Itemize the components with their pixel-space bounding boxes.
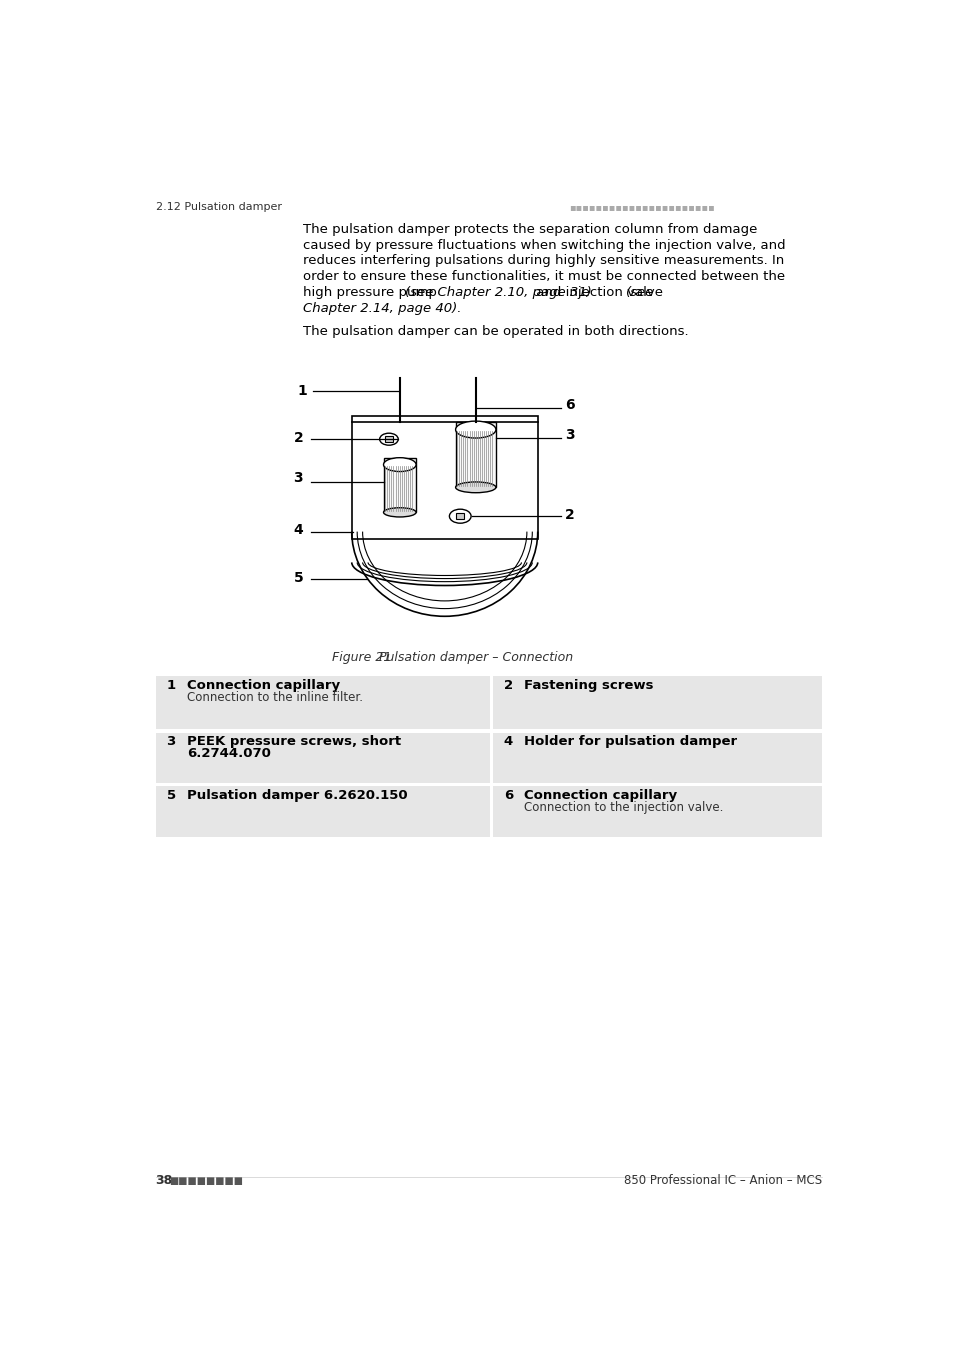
Text: 4: 4 — [294, 522, 303, 537]
Text: Connection to the injection valve.: Connection to the injection valve. — [523, 801, 722, 814]
Bar — [155, 787, 489, 837]
Bar — [456, 421, 496, 487]
Text: 38: 38 — [155, 1173, 172, 1187]
Bar — [493, 676, 821, 729]
Text: high pressure pump: high pressure pump — [303, 286, 440, 298]
Text: caused by pressure fluctuations when switching the injection valve, and: caused by pressure fluctuations when swi… — [303, 239, 784, 251]
Text: PEEK pressure screws, short: PEEK pressure screws, short — [187, 734, 400, 748]
Text: 2: 2 — [503, 679, 513, 691]
Text: 2: 2 — [564, 508, 574, 521]
Text: Connection capillary: Connection capillary — [523, 788, 677, 802]
Bar — [385, 436, 393, 443]
Text: 1: 1 — [167, 679, 175, 691]
Text: 3: 3 — [294, 471, 303, 485]
Text: order to ensure these functionalities, it must be connected between the: order to ensure these functionalities, i… — [303, 270, 784, 284]
Text: Pulsation damper 6.2620.150: Pulsation damper 6.2620.150 — [187, 788, 407, 802]
Text: The pulsation damper protects the separation column from damage: The pulsation damper protects the separa… — [303, 223, 757, 236]
Ellipse shape — [449, 509, 471, 524]
Text: Pulsation damper – Connection: Pulsation damper – Connection — [363, 651, 573, 664]
Text: ■■■■■■■■: ■■■■■■■■ — [170, 1176, 243, 1185]
Text: Figure 21: Figure 21 — [332, 651, 392, 664]
Text: 850 Professional IC – Anion – MCS: 850 Professional IC – Anion – MCS — [623, 1173, 821, 1187]
Text: Holder for pulsation damper: Holder for pulsation damper — [523, 734, 736, 748]
Ellipse shape — [383, 458, 416, 471]
Bar — [456, 513, 464, 520]
Ellipse shape — [379, 433, 397, 446]
Text: 5: 5 — [167, 788, 175, 802]
Bar — [352, 416, 537, 539]
Ellipse shape — [456, 421, 496, 437]
Ellipse shape — [456, 482, 496, 493]
Bar — [383, 459, 416, 513]
Text: (see: (see — [625, 286, 654, 298]
Text: reduces interfering pulsations during highly sensitive measurements. In: reduces interfering pulsations during hi… — [303, 254, 783, 267]
Text: ▪▪▪▪▪▪▪▪▪▪▪▪▪▪▪▪▪▪▪▪▪▪: ▪▪▪▪▪▪▪▪▪▪▪▪▪▪▪▪▪▪▪▪▪▪ — [568, 201, 714, 212]
Text: and injection valve: and injection valve — [531, 286, 666, 298]
Text: The pulsation damper can be operated in both directions.: The pulsation damper can be operated in … — [303, 325, 688, 339]
Text: 3: 3 — [564, 428, 574, 443]
Text: 2: 2 — [294, 431, 303, 444]
Text: 5: 5 — [294, 571, 303, 585]
Text: Fastening screws: Fastening screws — [523, 679, 653, 691]
Ellipse shape — [383, 508, 416, 517]
Text: 2.12 Pulsation damper: 2.12 Pulsation damper — [155, 201, 281, 212]
Text: Connection to the inline filter.: Connection to the inline filter. — [187, 691, 362, 703]
Text: Chapter 2.14, page 40).: Chapter 2.14, page 40). — [303, 302, 461, 315]
Text: 1: 1 — [297, 383, 307, 398]
Text: 6: 6 — [503, 788, 513, 802]
Text: Connection capillary: Connection capillary — [187, 679, 339, 691]
Bar — [493, 787, 821, 837]
Text: (see Chapter 2.10, page 31): (see Chapter 2.10, page 31) — [405, 286, 592, 298]
Bar — [155, 733, 489, 783]
Text: 6.2744.070: 6.2744.070 — [187, 747, 271, 760]
Text: 3: 3 — [167, 734, 175, 748]
Bar — [155, 676, 489, 729]
Bar — [493, 733, 821, 783]
Text: 6: 6 — [564, 397, 574, 412]
Text: 4: 4 — [503, 734, 513, 748]
